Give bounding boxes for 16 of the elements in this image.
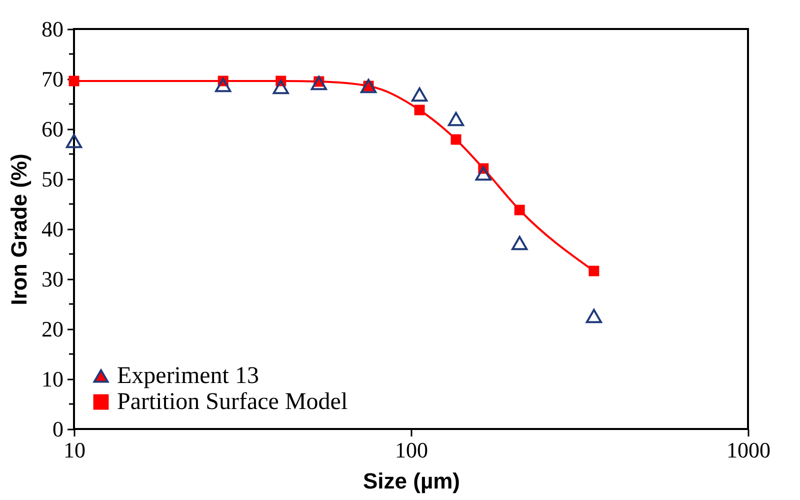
y-tick-label: 10 [42, 366, 64, 392]
y-tick-label: 80 [42, 16, 64, 42]
legend-label: Experiment 13 [117, 363, 259, 389]
y-tick-label: 50 [42, 166, 64, 192]
x-tick-label: 100 [395, 438, 428, 462]
legend-label: Partition Surface Model [117, 389, 348, 415]
y-tick-label: 60 [42, 116, 64, 142]
y-tick-label: 20 [42, 316, 64, 342]
x-axis-title: Size (µm) [362, 468, 460, 494]
y-tick-label: 40 [42, 216, 64, 242]
y-tick-label: 0 [52, 416, 64, 442]
y-axis-title: Iron Grade (%) [6, 154, 32, 306]
x-tick-label: 10 [64, 438, 86, 462]
x-tick-label: 1000 [726, 438, 770, 462]
y-tick-label: 70 [42, 66, 64, 92]
y-tick-label: 30 [42, 266, 64, 292]
